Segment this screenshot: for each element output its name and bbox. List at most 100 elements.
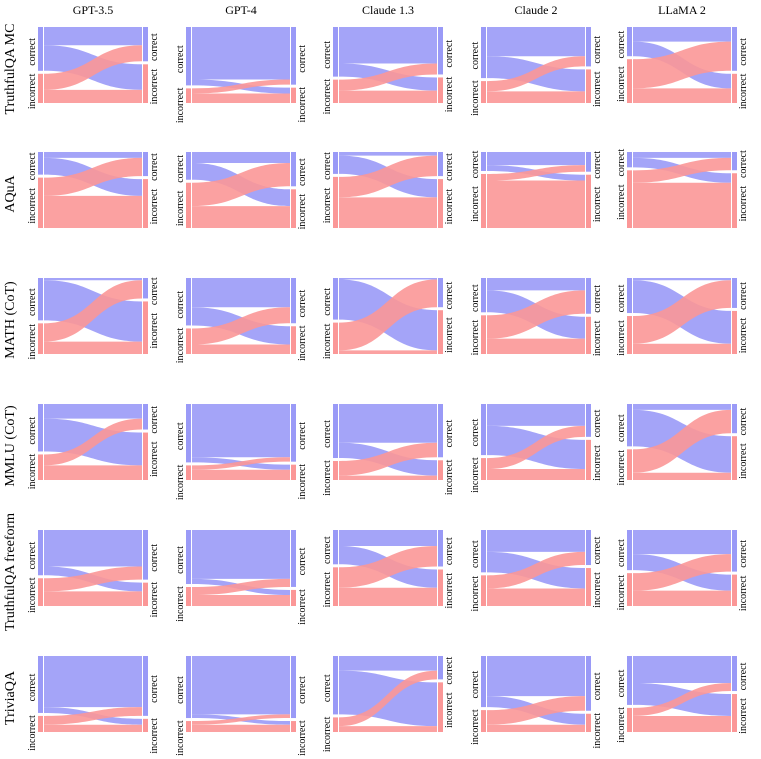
bar-left-correct (481, 404, 486, 456)
label-right-correct: correct (738, 282, 749, 310)
bar-left-incorrect (481, 458, 486, 480)
flow-incorrect-to-incorrect (339, 350, 437, 354)
bar-right-correct (586, 404, 591, 437)
flow-incorrect-to-incorrect (192, 93, 290, 103)
label-left-incorrect: incorrect (322, 323, 333, 359)
flow-correct-to-correct (192, 656, 290, 715)
flow-incorrect-to-incorrect (44, 195, 142, 228)
label-left-correct: correct (616, 284, 627, 312)
bar-right-incorrect (586, 713, 591, 732)
bar-left-incorrect (186, 328, 191, 354)
flow-correct-to-correct (339, 27, 437, 64)
bar-left-correct (186, 152, 191, 180)
flow-correct-to-correct (44, 656, 142, 708)
bar-left-correct (333, 152, 338, 174)
label-right-incorrect: incorrect (149, 189, 160, 225)
label-left-incorrect: incorrect (616, 707, 627, 743)
label-left-correct: correct (27, 288, 38, 316)
bar-left-correct (627, 530, 632, 571)
bar-right-correct (291, 152, 296, 187)
label-right-incorrect: incorrect (592, 713, 603, 749)
label-right-correct: correct (738, 540, 749, 568)
flow-incorrect-to-correct (44, 566, 142, 592)
flow-incorrect-to-incorrect (633, 472, 731, 480)
flow-correct-to-correct (44, 278, 142, 281)
bar-left-incorrect (627, 573, 632, 606)
label-left-correct: correct (616, 414, 627, 442)
label-left-correct: correct (470, 540, 481, 568)
flow-incorrect-to-incorrect (192, 724, 290, 732)
label-right-correct: correct (592, 536, 603, 564)
flow-correct-to-correct (192, 530, 290, 579)
label-left-correct: correct (470, 670, 481, 698)
bar-left-incorrect (627, 170, 632, 228)
flow-correct-to-correct (339, 152, 437, 156)
label-right-incorrect: incorrect (738, 698, 749, 734)
bar-right-incorrect (586, 174, 591, 228)
bar-left-incorrect (627, 449, 632, 480)
bar-right-incorrect (291, 464, 296, 480)
bar-right-incorrect (143, 718, 148, 732)
label-right-correct: correct (297, 676, 308, 704)
row-title-triviaqa: TriviaQA (3, 670, 18, 725)
label-left-incorrect: incorrect (175, 586, 186, 622)
label-right-incorrect: incorrect (297, 194, 308, 230)
label-left-correct: correct (175, 676, 186, 704)
panel-truthfulqa-freeform-claude-1-3: correct incorrect correct incorrect (322, 530, 455, 609)
label-left-correct: correct (175, 291, 186, 319)
panel-triviaqa-claude-2: correct incorrect correct incorrect (470, 656, 603, 749)
flow-incorrect-to-correct (192, 714, 290, 725)
bar-left-incorrect (333, 461, 338, 480)
label-right-incorrect: incorrect (444, 189, 455, 225)
flow-incorrect-to-incorrect (487, 469, 585, 480)
label-left-incorrect: incorrect (322, 460, 333, 496)
flow-incorrect-to-correct (192, 578, 290, 596)
flow-correct-to-correct (192, 152, 290, 163)
flow-incorrect-to-incorrect (633, 590, 731, 606)
label-right-incorrect: incorrect (592, 445, 603, 481)
bar-left-correct (627, 152, 632, 168)
flow-incorrect-to-correct (44, 280, 142, 342)
label-right-correct: correct (738, 150, 749, 178)
label-left-correct: correct (322, 420, 333, 448)
label-right-correct: correct (592, 409, 603, 437)
label-right-correct: correct (444, 153, 455, 181)
label-left-incorrect: incorrect (27, 453, 38, 489)
label-right-correct: correct (297, 45, 308, 73)
label-left-correct: correct (27, 152, 38, 180)
label-right-correct: correct (297, 547, 308, 575)
label-left-incorrect: incorrect (470, 457, 481, 493)
flow-incorrect-to-incorrect (192, 469, 290, 480)
bar-left-correct (481, 27, 486, 79)
label-right-correct: correct (592, 36, 603, 64)
bar-left-incorrect (481, 710, 486, 732)
label-left-correct: correct (322, 152, 333, 180)
label-right-incorrect: incorrect (738, 317, 749, 353)
label-left-correct: correct (616, 539, 627, 567)
panel-mmlu-cot-gpt-4: correct incorrect correct incorrect (175, 404, 308, 500)
bar-left-correct (627, 278, 632, 314)
bar-left-correct (186, 530, 191, 585)
label-left-correct: correct (175, 422, 186, 450)
flow-incorrect-to-correct (339, 546, 437, 588)
flow-incorrect-to-incorrect (487, 338, 585, 354)
bar-right-correct (291, 530, 296, 587)
bar-right-incorrect (291, 589, 296, 606)
row-title-math-cot: MATH (CoT) (3, 281, 18, 359)
label-left-correct: correct (322, 674, 333, 702)
label-left-incorrect: incorrect (322, 716, 333, 752)
panel-triviaqa-gpt-3-5: correct incorrect correct incorrect (27, 656, 160, 754)
bar-right-correct (438, 278, 443, 308)
bar-left-correct (38, 152, 43, 175)
label-left-incorrect: incorrect (470, 186, 481, 222)
column-title-gpt-3-5: GPT-3.5 (73, 3, 114, 17)
bar-right-incorrect (143, 582, 148, 606)
label-right-incorrect: incorrect (444, 573, 455, 609)
panel-triviaqa-llama-2: correct incorrect correct incorrect (616, 656, 749, 743)
bar-left-correct (186, 404, 191, 463)
label-left-incorrect: incorrect (616, 66, 627, 102)
label-left-incorrect: incorrect (175, 464, 186, 500)
label-right-incorrect: incorrect (297, 325, 308, 361)
bar-left-correct (481, 656, 486, 708)
bar-right-incorrect (732, 694, 737, 732)
